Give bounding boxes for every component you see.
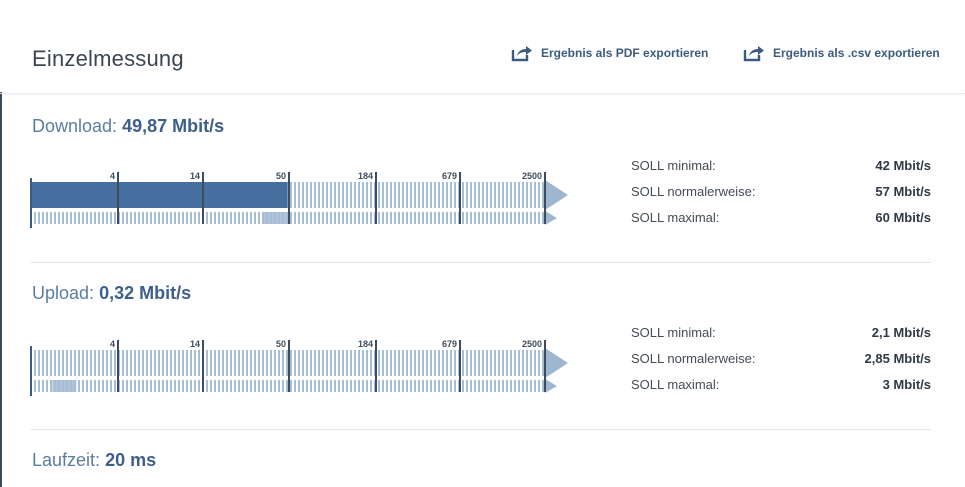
scale-arrow-icon	[545, 180, 568, 210]
upload-speed-bar: 4 14 50 184 679 2500	[30, 339, 568, 396]
soll-row-max: SOLL maximal: 3 Mbit/s	[631, 371, 931, 397]
latency-label: Laufzeit:	[32, 450, 101, 470]
measured-speed-marker	[263, 212, 288, 224]
scale-tick-line	[117, 340, 119, 392]
scale-tick-line	[375, 172, 377, 224]
upload-value: 0,32 Mbit/s	[99, 283, 192, 303]
soll-label: SOLL maximal:	[631, 209, 720, 225]
soll-label: SOLL minimal:	[631, 324, 716, 340]
scale-tick-line	[288, 172, 290, 224]
export-csv-link[interactable]: Ergebnis als .csv exportieren	[743, 42, 940, 64]
page-title: Einzelmessung	[32, 46, 184, 71]
soll-row-max: SOLL maximal: 60 Mbit/s	[631, 204, 931, 230]
upload-title: Upload: 0,32 Mbit/s	[32, 283, 191, 304]
scale-tick-line	[544, 172, 546, 224]
header: Einzelmessung Ergebnis als PDF exportier…	[0, 0, 965, 94]
scale-tick-label: 4	[110, 339, 115, 349]
scale-arrow-icon	[545, 211, 557, 225]
share-export-icon	[743, 44, 765, 62]
scale-tick-line	[202, 172, 204, 224]
scale-tick-label: 4	[110, 171, 115, 181]
scale-tick-line	[459, 340, 461, 392]
scale-tick-line	[544, 340, 546, 392]
scale-tick-label: 14	[190, 171, 200, 181]
soll-label: SOLL normalerweise:	[631, 350, 756, 366]
latency-title: Laufzeit: 20 ms	[32, 450, 156, 471]
soll-value: 3 Mbit/s	[882, 376, 931, 392]
scale-tick-label: 679	[442, 339, 457, 349]
soll-row-min: SOLL minimal: 2,1 Mbit/s	[631, 319, 931, 345]
scale-tick-line	[202, 340, 204, 392]
download-value: 49,87 Mbit/s	[122, 116, 225, 136]
soll-value: 2,85 Mbit/s	[864, 350, 931, 366]
download-title: Download: 49,87 Mbit/s	[32, 116, 224, 137]
scale-tick-label: 50	[276, 171, 286, 181]
download-soll-table: SOLL minimal: 42 Mbit/s SOLL normalerwei…	[631, 152, 931, 230]
soll-row-normal: SOLL normalerweise: 57 Mbit/s	[631, 178, 931, 204]
scale-tick-label: 184	[358, 171, 373, 181]
upload-label: Upload:	[32, 283, 95, 303]
section-divider	[30, 429, 931, 430]
scale-arrow-icon	[545, 348, 568, 378]
scale-tick-label: 2500	[522, 171, 542, 181]
soll-row-normal: SOLL normalerweise: 2,85 Mbit/s	[631, 345, 931, 371]
soll-label: SOLL normalerweise:	[631, 183, 756, 199]
export-pdf-link[interactable]: Ergebnis als PDF exportieren	[511, 42, 708, 64]
latency-value: 20 ms	[105, 450, 157, 470]
scale-tick-label: 14	[190, 339, 200, 349]
measured-speed-fill	[30, 182, 288, 208]
scale-tick-label: 50	[276, 339, 286, 349]
scale-tick-label: 2500	[522, 339, 542, 349]
soll-label: SOLL minimal:	[631, 157, 716, 173]
scale-tick-line	[288, 340, 290, 392]
soll-value: 2,1 Mbit/s	[871, 324, 931, 340]
download-label: Download:	[32, 116, 118, 136]
scale-tick-label: 184	[358, 339, 373, 349]
share-export-icon	[511, 44, 533, 62]
scale-tick-label: 679	[442, 171, 457, 181]
upload-soll-table: SOLL minimal: 2,1 Mbit/s SOLL normalerwe…	[631, 319, 931, 397]
scale-tick-line	[117, 172, 119, 224]
soll-label: SOLL maximal:	[631, 376, 720, 392]
export-pdf-label: Ergebnis als PDF exportieren	[541, 46, 709, 60]
soll-row-min: SOLL minimal: 42 Mbit/s	[631, 152, 931, 178]
download-speed-bar: 4 14 50 184 679 2500	[30, 171, 568, 228]
soll-value: 60 Mbit/s	[875, 209, 931, 225]
scale-tick-line	[375, 340, 377, 392]
scale-tick-line	[459, 172, 461, 224]
scale-arrow-icon	[545, 379, 557, 393]
soll-value: 57 Mbit/s	[875, 183, 931, 199]
soll-value: 42 Mbit/s	[875, 157, 931, 173]
measured-speed-marker	[52, 380, 77, 392]
window-left-edge	[0, 92, 2, 487]
section-divider	[30, 262, 931, 263]
export-csv-label: Ergebnis als .csv exportieren	[773, 46, 940, 60]
